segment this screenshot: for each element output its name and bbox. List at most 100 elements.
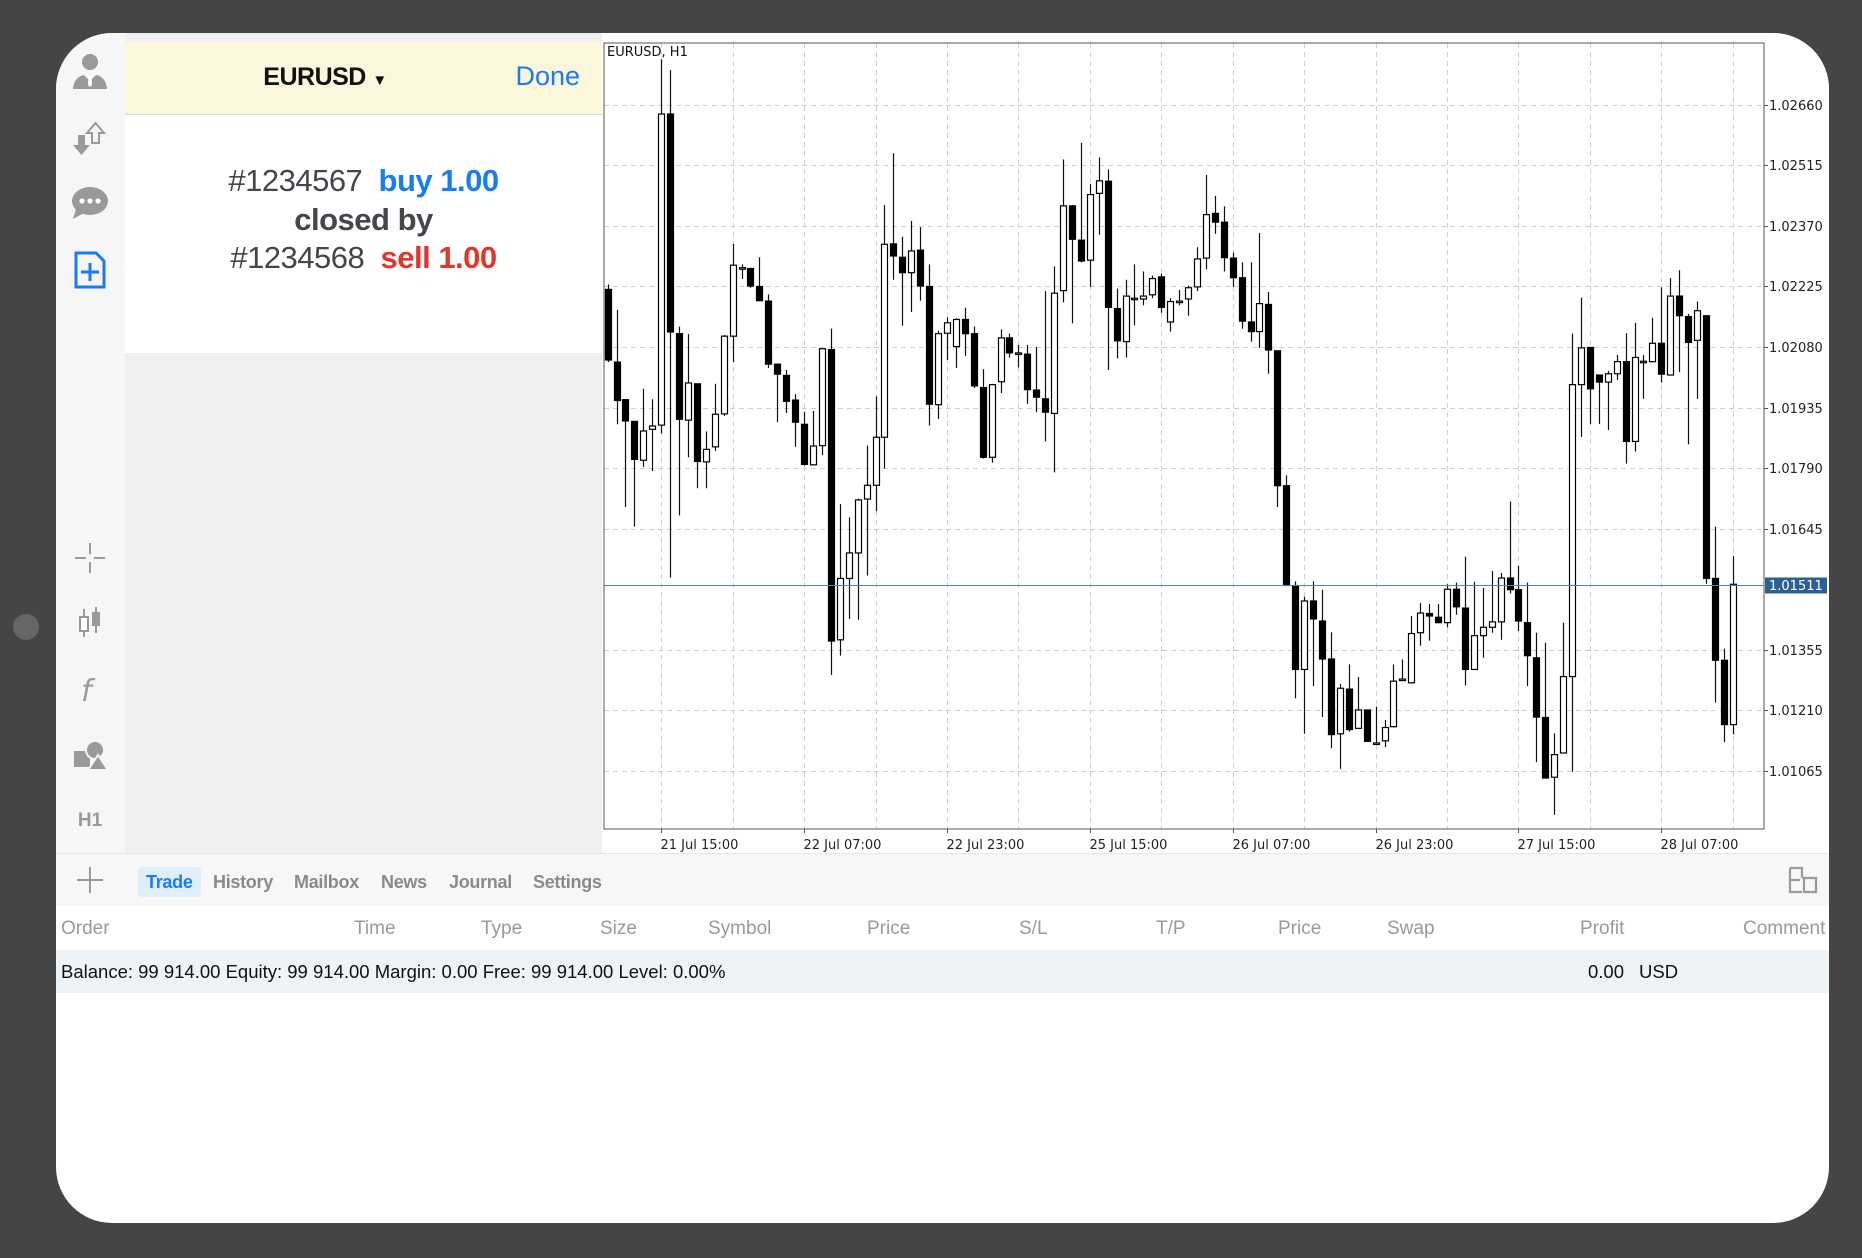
candle-bearish	[925, 285, 934, 405]
order-panel-header: EURUSD ▼ Done	[125, 42, 602, 115]
trade-arrows-icon[interactable]	[70, 119, 110, 159]
candle-bullish	[1175, 300, 1184, 304]
candle-bullish	[1693, 310, 1702, 341]
candle-bullish	[1479, 626, 1488, 637]
candle-bullish	[845, 552, 854, 580]
candle-bearish	[1675, 295, 1684, 317]
candle-bearish	[1506, 577, 1515, 591]
objects-shapes-icon[interactable]	[70, 735, 110, 775]
plus-icon[interactable]	[70, 862, 110, 898]
price-chart[interactable]: 1.02660 1.02515 1.02370 1.02225 1.02080 1.019…	[602, 33, 1829, 853]
crosshair-icon[interactable]	[70, 538, 110, 578]
account-person-icon[interactable]	[70, 51, 110, 91]
candle-bullish	[1300, 600, 1309, 671]
candle-bullish	[711, 413, 720, 448]
candle-bullish	[1139, 295, 1148, 300]
tab-news[interactable]: News	[381, 872, 427, 892]
column-symbol[interactable]: Symbol	[708, 918, 772, 939]
profit-currency: USD	[1639, 961, 1679, 982]
x-tick-label: 26 Jul 07:00	[1233, 838, 1311, 853]
candle-bullish	[1354, 709, 1363, 729]
candle-bullish	[1407, 632, 1416, 684]
x-tick-label: 22 Jul 23:00	[947, 838, 1025, 853]
candle-bullish	[1372, 742, 1381, 746]
candle-bearish	[1023, 353, 1032, 391]
column-tp[interactable]: T/P	[1156, 918, 1186, 939]
order-panel: EURUSD ▼ Done #1234567 buy 1.00 closed b…	[125, 33, 602, 853]
column-order[interactable]: Order	[61, 918, 110, 939]
candle-bearish	[1104, 180, 1113, 308]
candle-bullish	[872, 436, 881, 486]
trade-table-header: Order Time Type Size Symbol Price S/L T/…	[56, 906, 1829, 950]
candlestick-chart[interactable]: 1.02660 1.02515 1.02370 1.02225 1.02080 1.019…	[602, 33, 1829, 853]
symbol-label: EURUSD	[263, 63, 366, 91]
candle-bullish	[1497, 577, 1506, 623]
column-current-price[interactable]: Price	[1278, 918, 1322, 939]
tab-history[interactable]: History	[213, 872, 273, 892]
candle-bearish	[979, 386, 988, 458]
column-profit[interactable]: Profit	[1580, 918, 1625, 939]
candle-bearish	[746, 267, 755, 287]
candle-bullish	[1255, 303, 1264, 333]
column-price[interactable]: Price	[867, 918, 911, 939]
y-tick-label: 1.01210	[1769, 704, 1823, 719]
candle-bearish	[1425, 612, 1434, 617]
new-order-document-icon[interactable]	[70, 250, 110, 290]
column-type[interactable]: Type	[481, 918, 523, 939]
candle-bearish	[693, 383, 702, 463]
candle-bullish	[1122, 295, 1131, 343]
chat-icon[interactable]	[70, 183, 110, 223]
symbol-selector[interactable]: EURUSD ▼	[125, 63, 525, 92]
candle-bullish	[1389, 680, 1398, 728]
candle-bullish	[1416, 612, 1425, 634]
order-2-action: sell 1.00	[380, 240, 498, 275]
candle-bullish	[952, 318, 961, 348]
candle-bearish	[1363, 709, 1372, 742]
tab-settings[interactable]: Settings	[533, 872, 602, 892]
candle-bearish	[1523, 622, 1532, 657]
candle-bullish	[1148, 277, 1157, 296]
done-button[interactable]: Done	[515, 61, 580, 91]
plot-frame	[603, 42, 1765, 830]
sidebar: f H1	[56, 33, 125, 853]
split-layout-icon[interactable]	[1786, 864, 1820, 896]
candle-bearish	[764, 300, 773, 365]
x-axis: 21 Jul 15:00 22 Jul 07:00 22 Jul 23:00 25 J…	[661, 829, 1739, 853]
candle-bearish	[613, 361, 622, 402]
candle-bearish	[1514, 589, 1523, 622]
column-time[interactable]: Time	[354, 918, 396, 939]
message-line-1: #1234567 buy 1.00	[125, 163, 602, 199]
candle-bullish	[1443, 588, 1452, 624]
tab-mailbox[interactable]: Mailbox	[294, 872, 359, 892]
candle-bullish	[1550, 754, 1559, 778]
app-screen: f H1 EURUSD ▼ Done #1234567 buy 1.00 clo…	[56, 33, 1829, 1223]
candle-bearish	[1345, 688, 1354, 731]
candle-bearish	[755, 285, 764, 302]
candle-bearish	[961, 318, 970, 335]
candle-bullish	[1014, 352, 1023, 355]
candle-bearish	[1434, 616, 1443, 624]
column-swap[interactable]: Swap	[1387, 918, 1435, 939]
home-button[interactable]	[13, 614, 39, 640]
candle-bullish	[1086, 194, 1095, 261]
candle-bearish	[1157, 276, 1166, 308]
candle-bullish	[1631, 356, 1640, 443]
balance-summary: Balance: 99 914.00 Equity: 99 914.00 Mar…	[61, 961, 726, 982]
column-size[interactable]: Size	[600, 918, 637, 939]
order-2-ticket: #1234568	[230, 240, 365, 275]
candle-bearish	[1264, 303, 1273, 351]
candle-bullish	[1095, 180, 1104, 194]
column-comment[interactable]: Comment	[1743, 918, 1826, 939]
candle-bullish	[997, 337, 1006, 383]
tab-journal[interactable]: Journal	[449, 872, 512, 892]
timeframe-button[interactable]: H1	[70, 801, 110, 841]
candle-bullish	[934, 333, 943, 406]
column-sl[interactable]: S/L	[1019, 918, 1048, 939]
x-tick-label: 21 Jul 15:00	[661, 838, 739, 853]
chart-type-candlestick-icon[interactable]	[70, 603, 110, 643]
svg-text:f: f	[81, 674, 96, 709]
x-tick-label: 28 Jul 07:00	[1661, 838, 1739, 853]
candle-bearish	[1282, 485, 1291, 587]
indicators-f-icon[interactable]: f	[70, 669, 110, 709]
tab-trade[interactable]: Trade	[138, 867, 201, 897]
